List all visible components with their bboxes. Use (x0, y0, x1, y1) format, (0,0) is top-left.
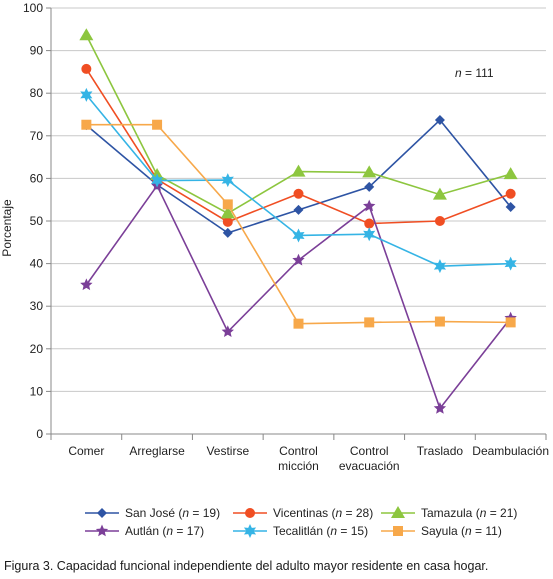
gridlines (51, 7, 546, 392)
legend-marker (393, 526, 403, 536)
data-point-tecalitlan (433, 259, 446, 274)
data-point-vicentinas (505, 188, 516, 199)
data-point-autlan (292, 253, 305, 266)
y-tick-label: 100 (23, 1, 43, 15)
legend-item-vicentinas: Vicentinas (n = 28) (233, 506, 373, 520)
legend-label: San José (n = 19) (125, 506, 220, 520)
series-group (79, 28, 518, 414)
data-point-tecalitlan (151, 173, 164, 188)
data-point-autlan (433, 401, 447, 414)
y-tick-label: 60 (30, 171, 44, 185)
data-point-vicentinas (364, 218, 375, 229)
data-point-vicentinas (81, 63, 92, 74)
y-tick-label: 30 (30, 299, 44, 313)
data-point-tamazula (291, 164, 306, 177)
data-point-sayula (293, 318, 304, 329)
data-point-sayula (152, 119, 163, 130)
y-axis-label: Porcentaje (0, 199, 14, 257)
data-point-vicentinas (293, 188, 304, 199)
y-tick-label: 40 (30, 257, 44, 271)
legend-marker (245, 508, 255, 518)
data-point-tecalitlan (221, 173, 234, 188)
axes (46, 7, 547, 440)
data-point-sayula (364, 317, 375, 328)
legend-item-sayula: Sayula (n = 11) (381, 524, 502, 538)
x-tick-label: Control micción (278, 444, 319, 473)
sample-size-annotation: n = 111 (455, 66, 494, 80)
data-point-tecalitlan (363, 227, 376, 242)
legend-label: Tecalitlán (n = 15) (273, 524, 368, 538)
data-point-sayula (81, 119, 92, 130)
data-point-autlan (363, 199, 376, 212)
data-point-san-jose (505, 201, 516, 212)
legend-item-tamazula: Tamazula (n = 21) (381, 506, 517, 520)
legend-label: Autlán (n = 17) (125, 524, 204, 538)
legend: San José (n = 19) Vicentinas (n = 28) Tama… (85, 506, 517, 538)
y-tick-label: 50 (30, 214, 44, 228)
data-point-vicentinas (222, 216, 233, 227)
data-point-sayula (222, 199, 233, 210)
x-tick-label: Traslado (417, 444, 464, 458)
legend-marker (95, 524, 109, 537)
legend-item-tecalitlan: Tecalitlán (n = 15) (233, 524, 368, 538)
data-point-tecalitlan (504, 256, 517, 271)
x-tick-label: Control evacuación (339, 444, 400, 473)
data-point-tamazula (432, 187, 447, 200)
legend-marker (97, 508, 107, 518)
legend-label: Sayula (n = 11) (421, 524, 502, 538)
y-tick-label: 90 (30, 44, 44, 58)
data-point-tecalitlan (80, 87, 93, 102)
data-point-san-jose (293, 204, 304, 215)
series-sayula (81, 119, 516, 329)
y-tick-label: 10 (30, 384, 44, 398)
series-vicentinas (81, 63, 516, 229)
data-point-tamazula (79, 28, 94, 41)
y-tick-label: 70 (30, 129, 44, 143)
legend-item-san-jose: San José (n = 19) (85, 506, 220, 520)
data-point-tamazula (362, 165, 377, 178)
series-tecalitlan (80, 87, 517, 274)
data-point-tamazula (220, 206, 235, 219)
y-tick-label: 80 (30, 86, 44, 100)
data-point-autlan (221, 325, 234, 338)
legend-label: Vicentinas (n = 28) (273, 506, 373, 520)
data-point-sayula (505, 317, 516, 328)
legend-marker (391, 506, 405, 518)
x-tick-label: Deambulación (472, 444, 549, 458)
figure-caption: Figura 3. Capacidad funcional independie… (4, 559, 489, 573)
x-tick-label: Vestirse (206, 444, 249, 458)
y-tick-labels: 0 10 20 30 40 50 60 70 80 90 100 (23, 1, 43, 441)
line-chart: 0 10 20 30 40 50 60 70 80 90 100 Comer Arreglarse Ve… (0, 1, 549, 538)
x-tick-labels: Comer Arreglarse Vestirse Control micción Con… (68, 444, 549, 473)
data-point-san-jose (364, 181, 375, 192)
legend-label: Tamazula (n = 21) (421, 506, 517, 520)
series-line-vicentinas (85, 68, 511, 225)
data-point-tamazula (503, 167, 518, 180)
x-tick-label: Comer (68, 444, 104, 458)
x-tick-label: Arreglarse (129, 444, 185, 458)
data-point-tecalitlan (292, 228, 305, 243)
data-point-san-jose (222, 227, 233, 238)
series-line-sayula (86, 123, 511, 325)
y-tick-label: 0 (36, 427, 43, 441)
legend-marker (243, 524, 257, 538)
y-tick-label: 20 (30, 342, 44, 356)
data-point-autlan (80, 278, 93, 291)
data-point-sayula (434, 316, 445, 327)
data-point-vicentinas (434, 216, 445, 226)
legend-item-autlan: Autlán (n = 17) (85, 524, 204, 538)
data-point-san-jose (434, 115, 445, 126)
